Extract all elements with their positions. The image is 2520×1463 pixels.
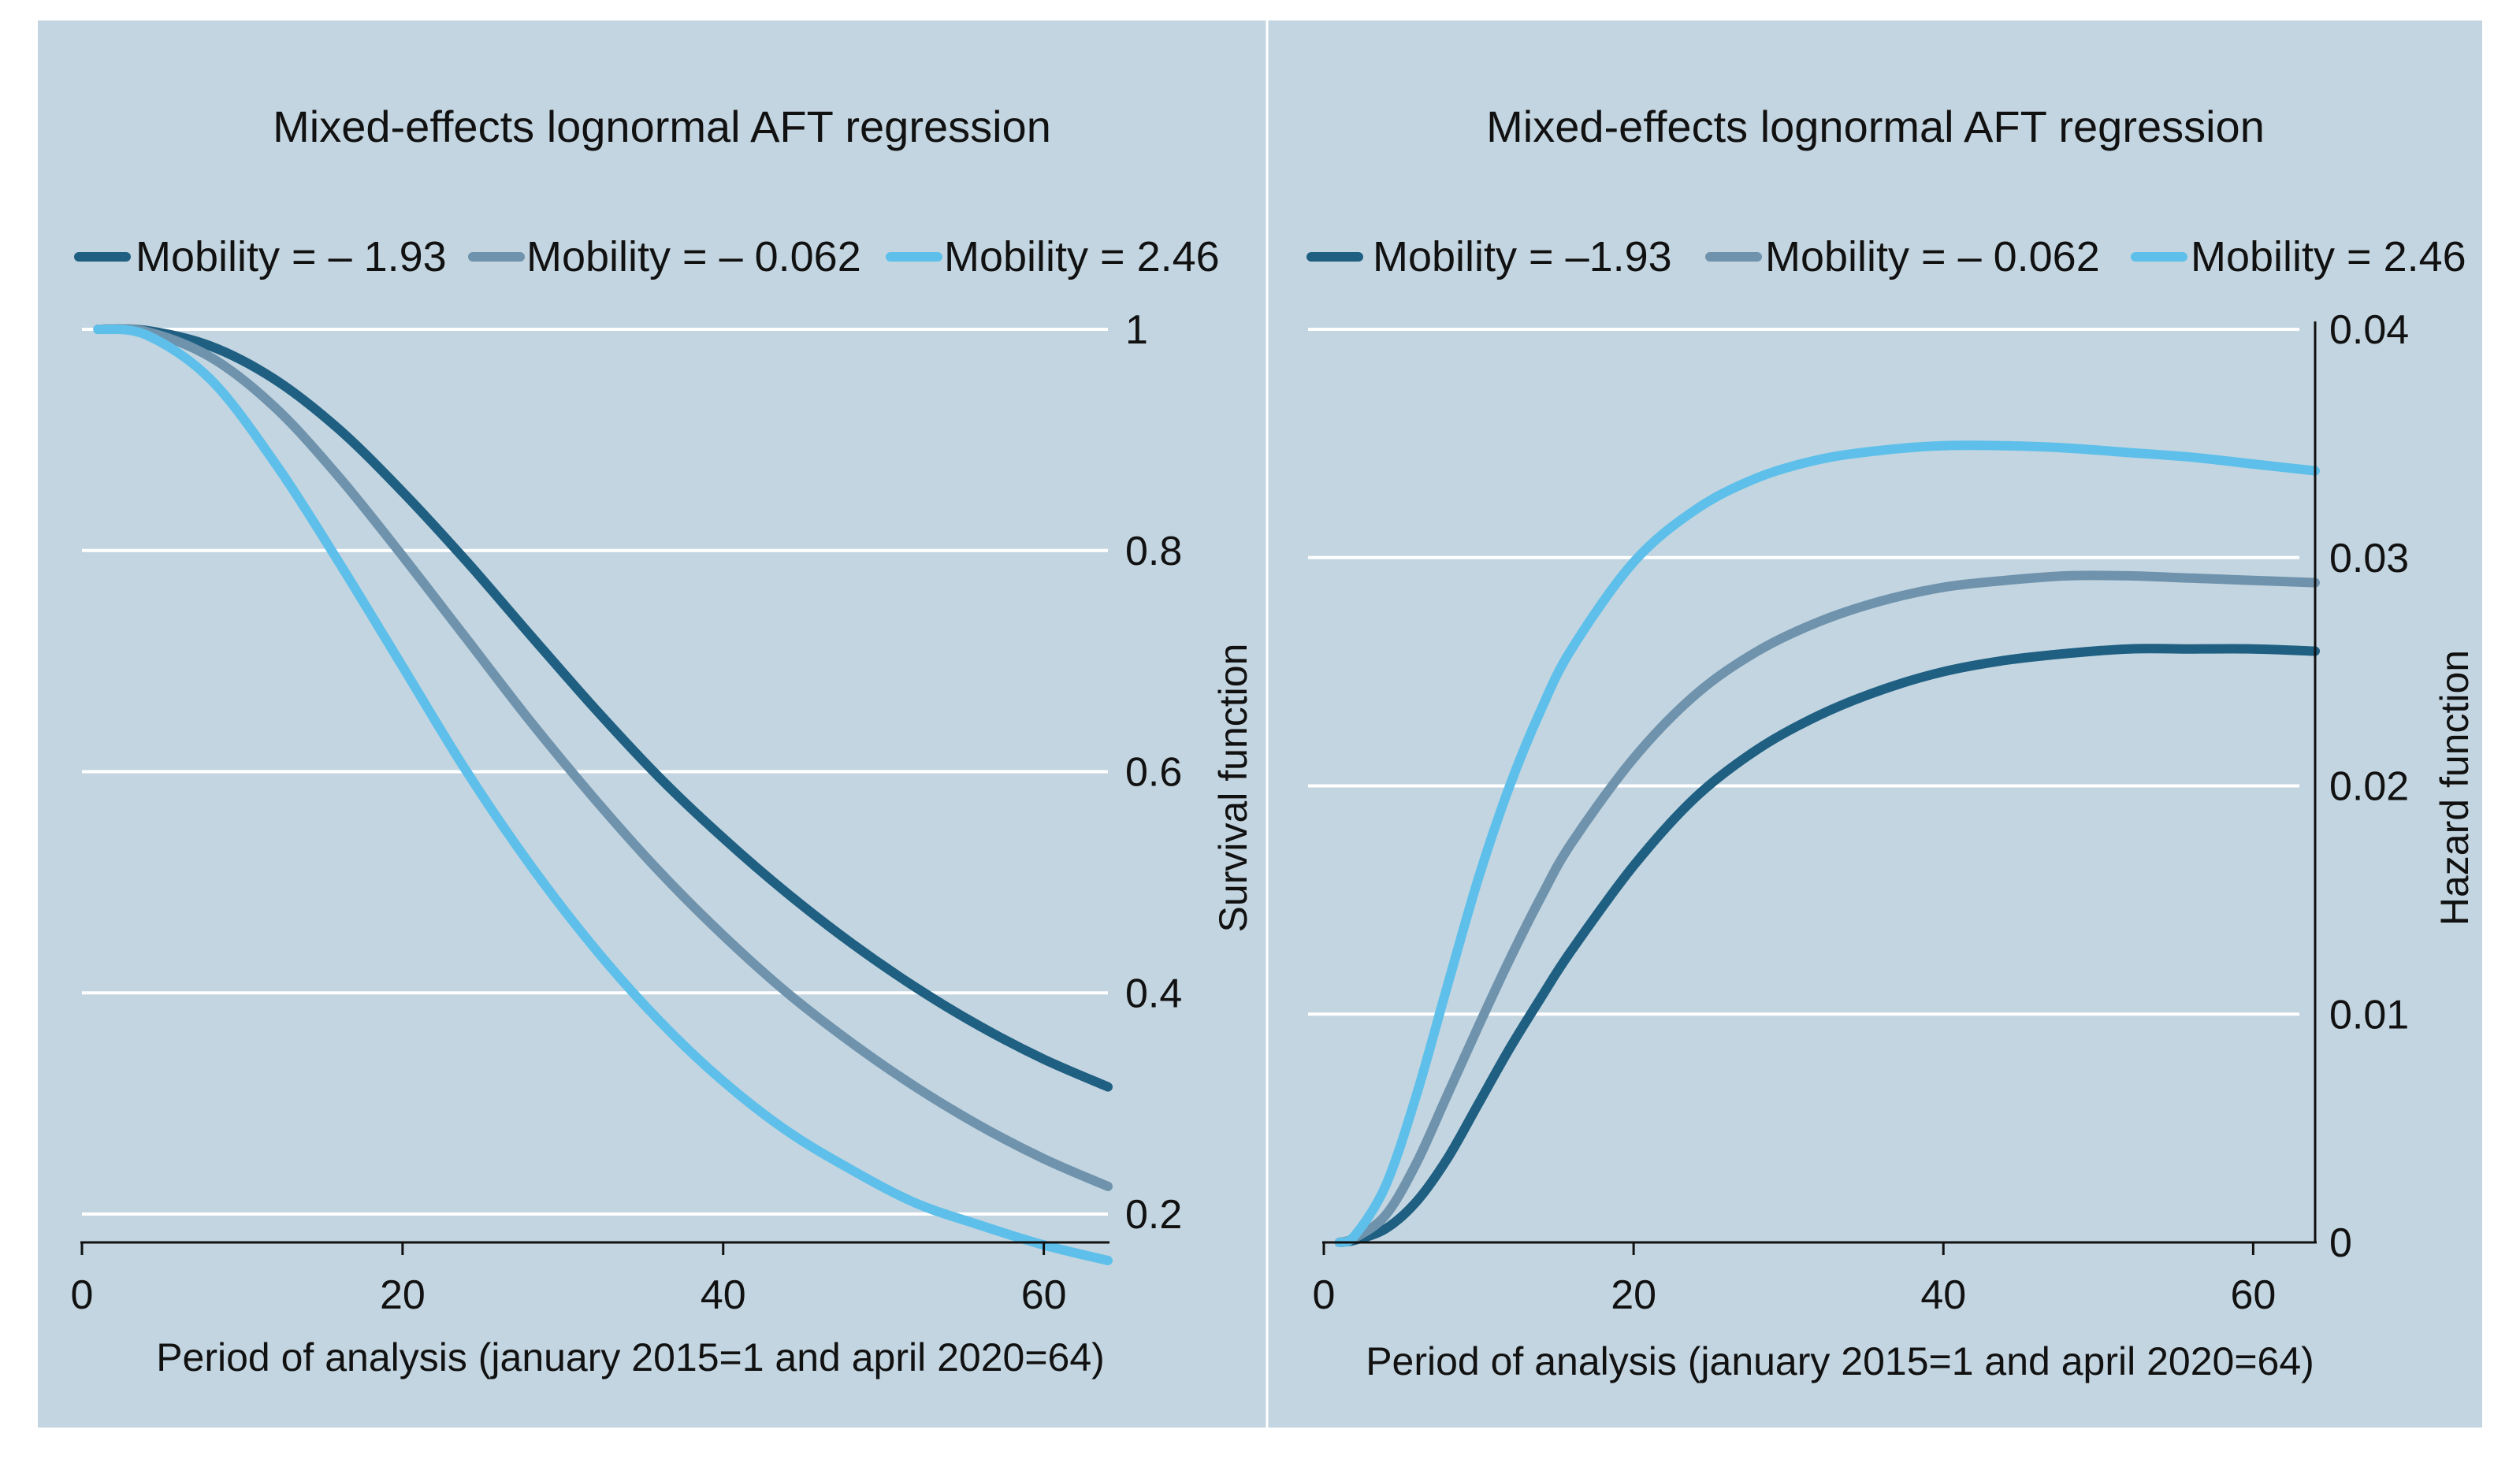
legend-label: Mobility = 2.46	[944, 233, 1220, 280]
y-tick-label: 0.6	[1125, 750, 1182, 796]
legend: Mobility = –1.93 Mobility = – 0.062 Mobili…	[1306, 233, 2466, 280]
x-tick-label: 40	[1920, 1272, 1966, 1318]
hazard-chart: Mixed-effects lognormal AFT regression M…	[1306, 102, 2477, 1383]
grid	[1308, 328, 2299, 1016]
x-tick-label: 40	[701, 1272, 746, 1318]
series-line-3	[93, 324, 1113, 1265]
y-axis-label: Hazard function	[2433, 650, 2477, 926]
y-tick-label: 0.8	[1125, 529, 1182, 574]
y-tick-label: 0.04	[2329, 307, 2409, 353]
x-tick-label: 0	[71, 1272, 94, 1318]
legend-label: Mobility = –1.93	[1373, 233, 1672, 280]
x-tick-label: 20	[1611, 1272, 1656, 1318]
chart-title: Mixed-effects lognormal AFT regression	[1486, 102, 2265, 151]
legend-label: Mobility = 2.46	[2191, 233, 2466, 280]
y-tick-label: 0.01	[2329, 992, 2409, 1038]
legend-label: Mobility = – 0.062	[526, 233, 861, 280]
legend-label: Mobility = – 0.062	[1765, 233, 2100, 280]
series-lines	[93, 324, 1113, 1265]
series-line-1	[1334, 644, 2320, 1247]
axes: 0.2 0.4 0.6 0.8 1 0 20 40 60	[71, 307, 1183, 1318]
series-line-3	[1334, 440, 2320, 1247]
survival-chart: Mixed-effects lognormal AFT regression M…	[71, 102, 1255, 1379]
series-lines	[1334, 440, 2320, 1247]
y-tick-label: 0.02	[2329, 764, 2409, 810]
legend-label: Mobility = – 1.93	[136, 233, 447, 280]
y-tick-label: 0	[2329, 1220, 2352, 1266]
x-tick-label: 60	[1021, 1272, 1067, 1318]
series-line-1	[93, 324, 1113, 1092]
chart-title: Mixed-effects lognormal AFT regression	[273, 102, 1051, 151]
x-tick-label: 0	[1313, 1272, 1336, 1318]
y-tick-label: 0.2	[1125, 1192, 1182, 1238]
axes: 0 0.01 0.02 0.03 0.04 0 20 40 60	[1313, 307, 2410, 1318]
panel-background	[38, 20, 2482, 1428]
y-tick-label: 0.03	[2329, 536, 2409, 581]
y-axis-label: Survival function	[1211, 644, 1255, 933]
y-tick-label: 1	[1125, 307, 1148, 353]
x-axis-label: Period of analysis (january 2015=1 and a…	[1366, 1339, 2314, 1383]
x-tick-label: 60	[2230, 1272, 2276, 1318]
x-tick-label: 20	[380, 1272, 426, 1318]
series-line-2	[1334, 570, 2320, 1247]
x-axis-label: Period of analysis (january 2015=1 and a…	[156, 1335, 1105, 1379]
legend: Mobility = – 1.93 Mobility = – 0.062 Mobil…	[74, 233, 1220, 280]
series-line-2	[93, 324, 1113, 1191]
y-tick-label: 0.4	[1125, 971, 1182, 1016]
